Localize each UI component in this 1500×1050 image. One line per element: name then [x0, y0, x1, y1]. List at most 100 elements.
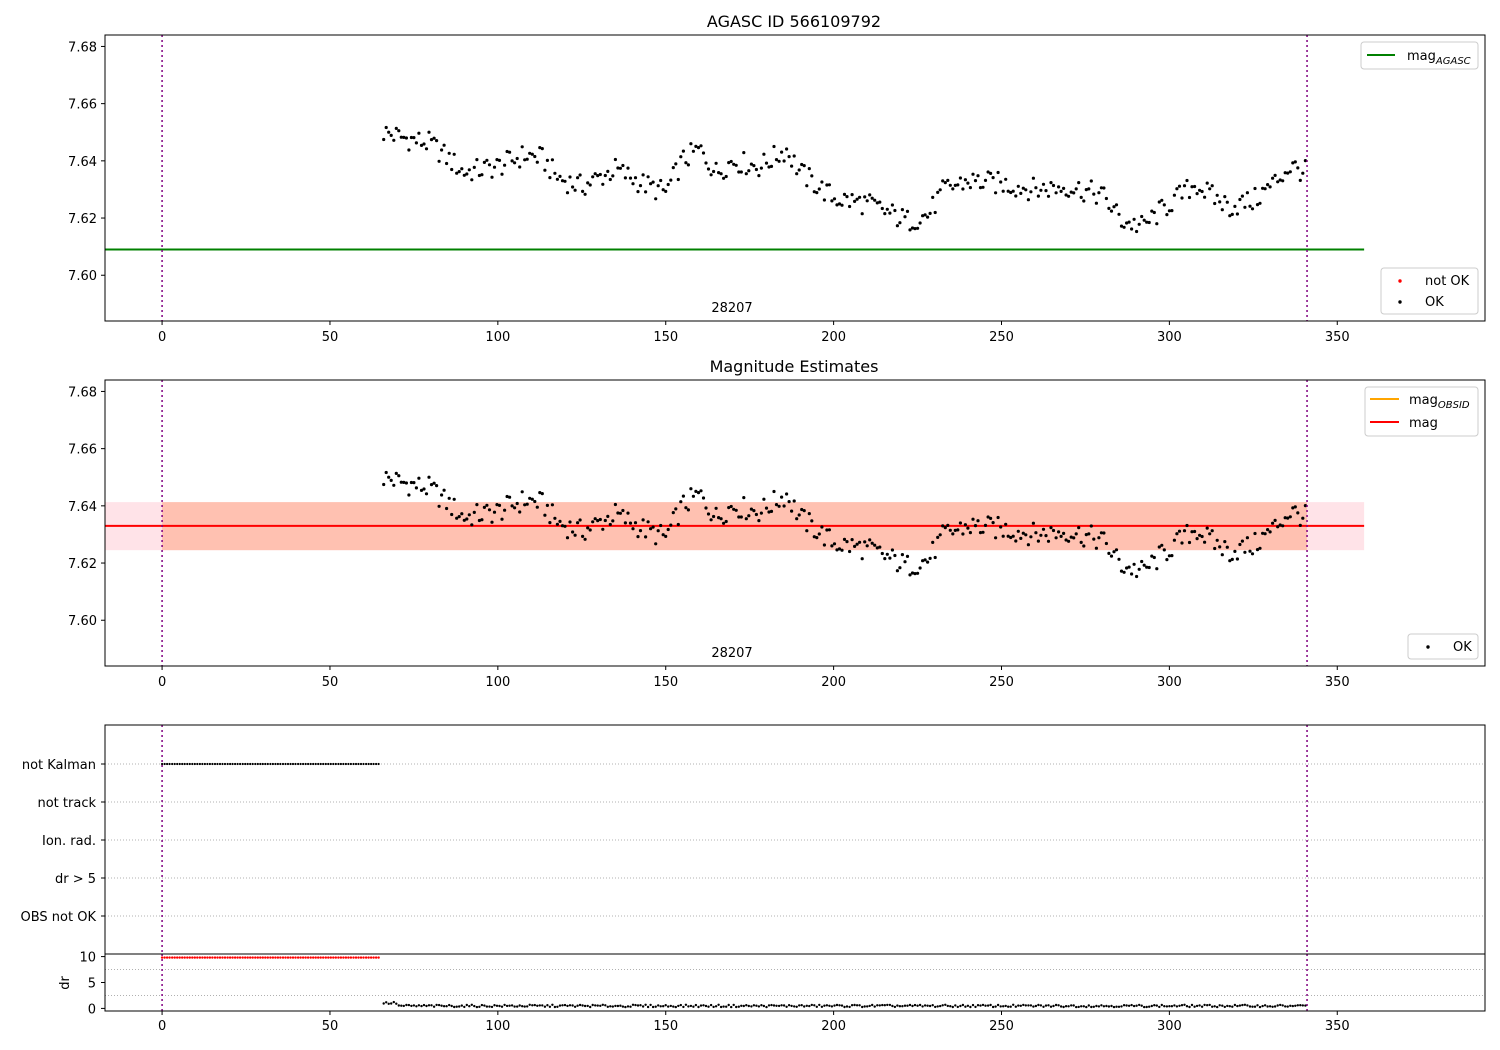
ok-data-point	[578, 518, 582, 522]
ok-data-point	[777, 504, 781, 508]
ok-data-point	[1255, 548, 1260, 552]
ok-data-point	[905, 554, 910, 559]
flag-point	[362, 762, 365, 766]
x-tick-label: 250	[989, 330, 1014, 345]
dr-ok-point	[898, 1005, 902, 1008]
dr-ok-point	[757, 1005, 761, 1008]
dr-ok-point	[644, 1003, 647, 1006]
ok-data-point	[480, 173, 484, 177]
ok-data-point	[701, 496, 706, 500]
dr-ok-point	[646, 1005, 650, 1009]
ok-data-point	[1142, 563, 1146, 567]
dr-ok-point	[989, 1003, 992, 1007]
ok-data-point	[1170, 209, 1174, 213]
ok-data-point	[918, 566, 922, 570]
ok-data-point	[1225, 545, 1229, 549]
dr-ok-point	[453, 1005, 456, 1009]
ok-data-point	[1006, 534, 1010, 538]
ok-data-point	[729, 159, 733, 164]
ok-data-point	[895, 569, 900, 573]
ok-data-point	[722, 176, 726, 180]
ok-data-point	[1162, 548, 1166, 552]
dr-ok-point	[1130, 1003, 1133, 1007]
dr-ok-point	[853, 1003, 856, 1007]
dr-ok-point	[1266, 1005, 1269, 1008]
ok-data-point	[752, 164, 756, 168]
ok-data-point	[1203, 540, 1207, 544]
ok-data-point	[417, 476, 421, 480]
ok-data-point	[1142, 218, 1146, 222]
ok-data-point	[883, 557, 887, 561]
dr-ok-point	[810, 1003, 813, 1007]
ok-data-point	[1187, 195, 1192, 200]
dr-ok-point	[707, 1005, 710, 1008]
ok-data-point	[684, 161, 688, 165]
dr-not-ok-point	[304, 956, 307, 959]
legend-mag-obsid-sub: OBSID	[1438, 400, 1470, 411]
dr-ok-point	[1165, 1005, 1169, 1008]
ok-data-point	[553, 171, 557, 175]
ok-data-point	[953, 183, 957, 187]
flag-point	[291, 762, 295, 766]
ok-data-point	[855, 542, 859, 546]
ok-data-point	[1034, 186, 1038, 190]
dr-not-ok-point	[306, 956, 310, 959]
ok-data-point	[1031, 521, 1035, 525]
ok-data-point	[1062, 531, 1066, 536]
ok-data-point	[1245, 536, 1249, 540]
ok-data-point	[1208, 532, 1212, 536]
ok-data-point	[427, 130, 431, 134]
dr-ok-point	[485, 1005, 489, 1008]
ok-data-point	[1296, 511, 1300, 515]
dr-not-ok-point	[317, 956, 320, 959]
dr-ok-point	[1284, 1005, 1287, 1008]
ok-data-point	[1235, 212, 1239, 216]
panel-magnitude-y-ticks: 7.60 7.62 7.64 7.66 7.68	[68, 385, 105, 629]
ok-data-point	[1238, 197, 1242, 202]
ok-data-point	[1014, 539, 1018, 543]
legend-agasc-line-label: magAGASC	[1407, 49, 1471, 67]
flag-point	[319, 762, 322, 766]
ok-data-point	[754, 512, 759, 517]
ok-data-point	[1175, 532, 1179, 536]
dr-ok-point	[1080, 1005, 1083, 1008]
flag-point	[294, 762, 297, 766]
ok-data-point	[528, 496, 532, 500]
ok-data-point	[739, 515, 743, 519]
dr-ok-point	[526, 1005, 529, 1008]
ok-data-point	[1087, 187, 1091, 191]
ok-data-point	[1185, 523, 1189, 528]
flag-point	[166, 762, 169, 766]
panel-agasc-title: AGASC ID 566109792	[707, 12, 881, 31]
ok-data-point	[830, 199, 834, 203]
ok-data-point	[739, 170, 743, 174]
ok-data-point	[530, 152, 534, 156]
legend-magnitude-ok-marker	[1426, 645, 1430, 649]
ok-data-point	[638, 529, 643, 533]
ok-data-point	[422, 142, 426, 146]
dr-ok-point	[999, 1005, 1002, 1008]
flag-point	[211, 762, 214, 766]
ok-data-point	[457, 170, 461, 174]
ok-data-point	[1109, 209, 1114, 213]
dr-ok-point	[1075, 1005, 1078, 1009]
ok-data-point	[394, 471, 398, 475]
ok-data-point	[1067, 194, 1071, 198]
dr-ok-point	[432, 1005, 436, 1008]
ok-data-point	[792, 154, 796, 158]
ok-data-point	[812, 535, 816, 539]
ok-data-point	[961, 532, 965, 536]
ok-data-point	[1152, 555, 1156, 560]
ok-data-point	[706, 512, 711, 516]
ok-data-point	[893, 208, 897, 213]
ok-data-point	[1200, 534, 1204, 539]
ok-data-point	[908, 573, 912, 577]
ok-data-point	[780, 495, 784, 499]
ok-data-point	[558, 174, 562, 178]
dr-ok-point	[556, 1005, 559, 1008]
ok-data-point	[671, 166, 675, 170]
ok-data-point	[1233, 204, 1237, 208]
dr-ok-point	[427, 1004, 431, 1007]
ok-data-point	[1132, 562, 1136, 566]
ok-data-point	[880, 206, 884, 211]
